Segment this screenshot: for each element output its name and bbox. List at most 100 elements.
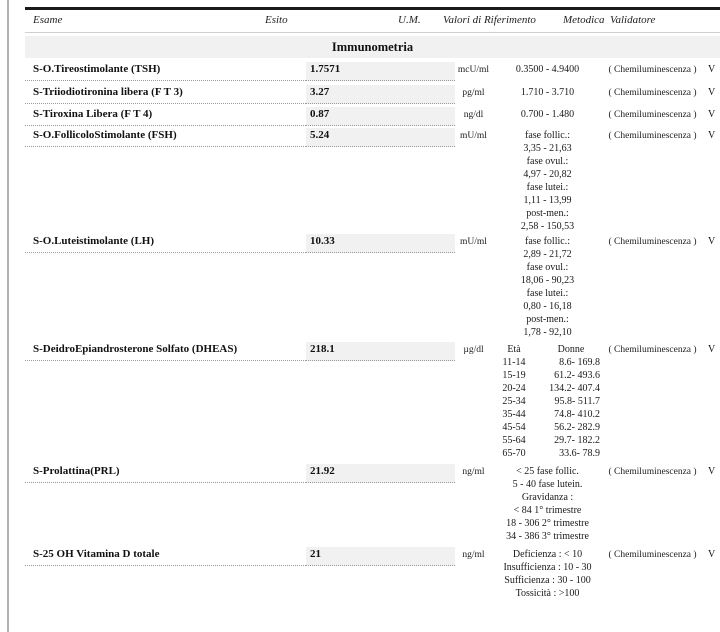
method: ( Chemiluminescenza ) xyxy=(608,550,697,560)
page-edge-bar xyxy=(7,0,9,632)
exam-name: S-O.Tireostimolante (TSH) xyxy=(25,62,306,81)
reference-line: fase lutei.: xyxy=(526,288,569,299)
reference-line: Insufficienza : 10 - 30 xyxy=(503,562,592,573)
reference-line: fase ovul.: xyxy=(526,262,569,273)
reference-line: 1,78 - 92,10 xyxy=(523,327,572,338)
reference-table-header: Donne xyxy=(557,344,585,355)
reference-line: 2,89 - 21,72 xyxy=(523,249,572,260)
validator: V xyxy=(708,344,716,355)
table-header-row: Esame Esito U.M. Valori di Riferimento Metod… xyxy=(25,14,720,30)
reference-line: 1.710 - 3.710 xyxy=(520,87,575,98)
exam-name: S-O.FollicoloStimolante (FSH) xyxy=(25,128,306,147)
result-value: 21.92 xyxy=(306,464,455,483)
reference-line: Tossicità : >100 xyxy=(515,588,580,599)
result-value: 0.87 xyxy=(306,107,455,126)
method: ( Chemiluminescenza ) xyxy=(608,131,697,141)
table-row: S-Prolattina(PRL) 21.92 ng/ml < 25 fase … xyxy=(25,464,720,543)
reference-line: Gravidanza : xyxy=(521,492,574,503)
results-table-body: S-O.Tireostimolante (TSH) 1.7571 mcU/ml … xyxy=(25,0,720,632)
table-row: S-O.Luteistimolante (LH) 10.33 mU/ml fas… xyxy=(25,234,720,339)
reference-values: 0.3500 - 4.9400 xyxy=(492,62,603,76)
reference-line: < 84 1° trimestre xyxy=(513,505,582,516)
table-row: S-Triiodiotironina libera (F T 3) 3.27 p… xyxy=(25,85,720,104)
method: ( Chemiluminescenza ) xyxy=(608,345,697,355)
reference-line: 2,58 - 150,53 xyxy=(520,221,575,232)
exam-name: S-Tiroxina Libera (F T 4) xyxy=(25,107,306,126)
exam-name: S-O.Luteistimolante (LH) xyxy=(25,234,306,253)
reference-line: fase ovul.: xyxy=(526,156,569,167)
table-row: S-O.FollicoloStimolante (FSH) 5.24 mU/ml… xyxy=(25,128,720,233)
exam-name: S-Prolattina(PRL) xyxy=(25,464,306,483)
result-value: 21 xyxy=(306,547,455,566)
reference-table-header: Età xyxy=(507,344,521,355)
reference-line: post-men.: xyxy=(526,208,569,219)
reference-line: 0,80 - 16,18 xyxy=(523,301,572,312)
reference-line: 18 - 306 2° trimestre xyxy=(506,518,589,529)
validator: V xyxy=(708,466,716,477)
reference-line: 18,06 - 90,23 xyxy=(520,275,575,286)
reference-values: fase follic.: 3,35 - 21,63 fase ovul.: 4,97… xyxy=(492,128,603,233)
range-value: 29.7- 182.2 xyxy=(554,435,600,446)
reference-line: 34 - 386 3° trimestre xyxy=(506,531,589,542)
reference-line: 1,11 - 13,99 xyxy=(523,195,572,206)
result-value: 218.1 xyxy=(306,342,455,361)
age-range: 65-70 xyxy=(502,448,526,459)
top-rule xyxy=(25,7,720,10)
reference-values: < 25 fase follic. 5 - 40 fase lutein. Grav… xyxy=(492,464,603,543)
age-range: 25-34 xyxy=(502,396,526,407)
age-range: 15-19 xyxy=(502,370,526,381)
column-header-esito: Esito xyxy=(265,14,288,26)
range-value: 134.2- 407.4 xyxy=(549,383,600,394)
column-header-u-m-: U.M. xyxy=(398,14,421,26)
unit-of-measure: ng/dl xyxy=(463,110,484,120)
age-range: 45-54 xyxy=(502,422,526,433)
reference-values: Età Donne 11-14 8.6- 169.8 15-19 61.2- 493.6 2… xyxy=(492,342,603,460)
range-value: 74.8- 410.2 xyxy=(554,409,600,420)
reference-values: 1.710 - 3.710 xyxy=(492,85,603,99)
method: ( Chemiluminescenza ) xyxy=(608,237,697,247)
reference-line: 4,97 - 20,82 xyxy=(523,169,572,180)
reference-line: Deficienza : < 10 xyxy=(512,549,583,560)
method: ( Chemiluminescenza ) xyxy=(608,467,697,477)
method: ( Chemiluminescenza ) xyxy=(608,65,697,75)
result-value: 1.7571 xyxy=(306,62,455,81)
header-divider xyxy=(25,32,720,33)
section-band: Immunometria xyxy=(25,36,720,58)
range-value: 8.6- 169.8 xyxy=(559,357,600,368)
table-row: S-Tiroxina Libera (F T 4) 0.87 ng/dl 0.7… xyxy=(25,107,720,126)
result-value: 10.33 xyxy=(306,234,455,253)
reference-line: 0.700 - 1.480 xyxy=(520,109,575,120)
age-range: 35-44 xyxy=(502,409,526,420)
age-range: 55-64 xyxy=(502,435,526,446)
reference-line: fase lutei.: xyxy=(526,182,569,193)
method: ( Chemiluminescenza ) xyxy=(608,88,697,98)
reference-line: Sufficienza : 30 - 100 xyxy=(504,575,591,586)
column-header-metodica: Metodica xyxy=(563,14,605,26)
section-title: Immunometria xyxy=(331,39,414,54)
unit-of-measure: µg/dl xyxy=(463,345,484,355)
unit-of-measure: ng/ml xyxy=(462,467,485,477)
table-row: S-25 OH Vitamina D totale 21 ng/ml Defic… xyxy=(25,547,720,600)
reference-line: fase follic.: xyxy=(525,236,570,247)
validator: V xyxy=(708,64,716,75)
column-header-valori-di-riferimento: Valori di Riferimento xyxy=(443,14,536,26)
reference-line: 0.3500 - 4.9400 xyxy=(515,64,580,75)
range-value: 33.6- 78.9 xyxy=(559,448,600,459)
reference-values: fase follic.: 2,89 - 21,72 fase ovul.: 18,0… xyxy=(492,234,603,339)
exam-name: S-25 OH Vitamina D totale xyxy=(25,547,306,566)
exam-name: S-DeidroEpiandrosterone Solfato (DHEAS) xyxy=(25,342,306,361)
range-value: 61.2- 493.6 xyxy=(554,370,600,381)
reference-line: 5 - 40 fase lutein. xyxy=(512,479,583,490)
table-row: S-DeidroEpiandrosterone Solfato (DHEAS) … xyxy=(25,342,720,460)
reference-line: fase follic.: xyxy=(525,130,570,141)
reference-age-table: Età Donne 11-14 8.6- 169.8 15-19 61.2- 493.6 2… xyxy=(492,343,604,460)
table-row: S-O.Tireostimolante (TSH) 1.7571 mcU/ml … xyxy=(25,62,720,81)
result-value: 5.24 xyxy=(306,128,455,147)
validator: V xyxy=(708,236,716,247)
unit-of-measure: mcU/ml xyxy=(457,65,490,75)
unit-of-measure: mU/ml xyxy=(460,131,487,141)
age-range: 20-24 xyxy=(502,383,526,394)
reference-values: Deficienza : < 10 Insufficienza : 10 - 30… xyxy=(492,547,603,600)
result-value: 3.27 xyxy=(306,85,455,104)
